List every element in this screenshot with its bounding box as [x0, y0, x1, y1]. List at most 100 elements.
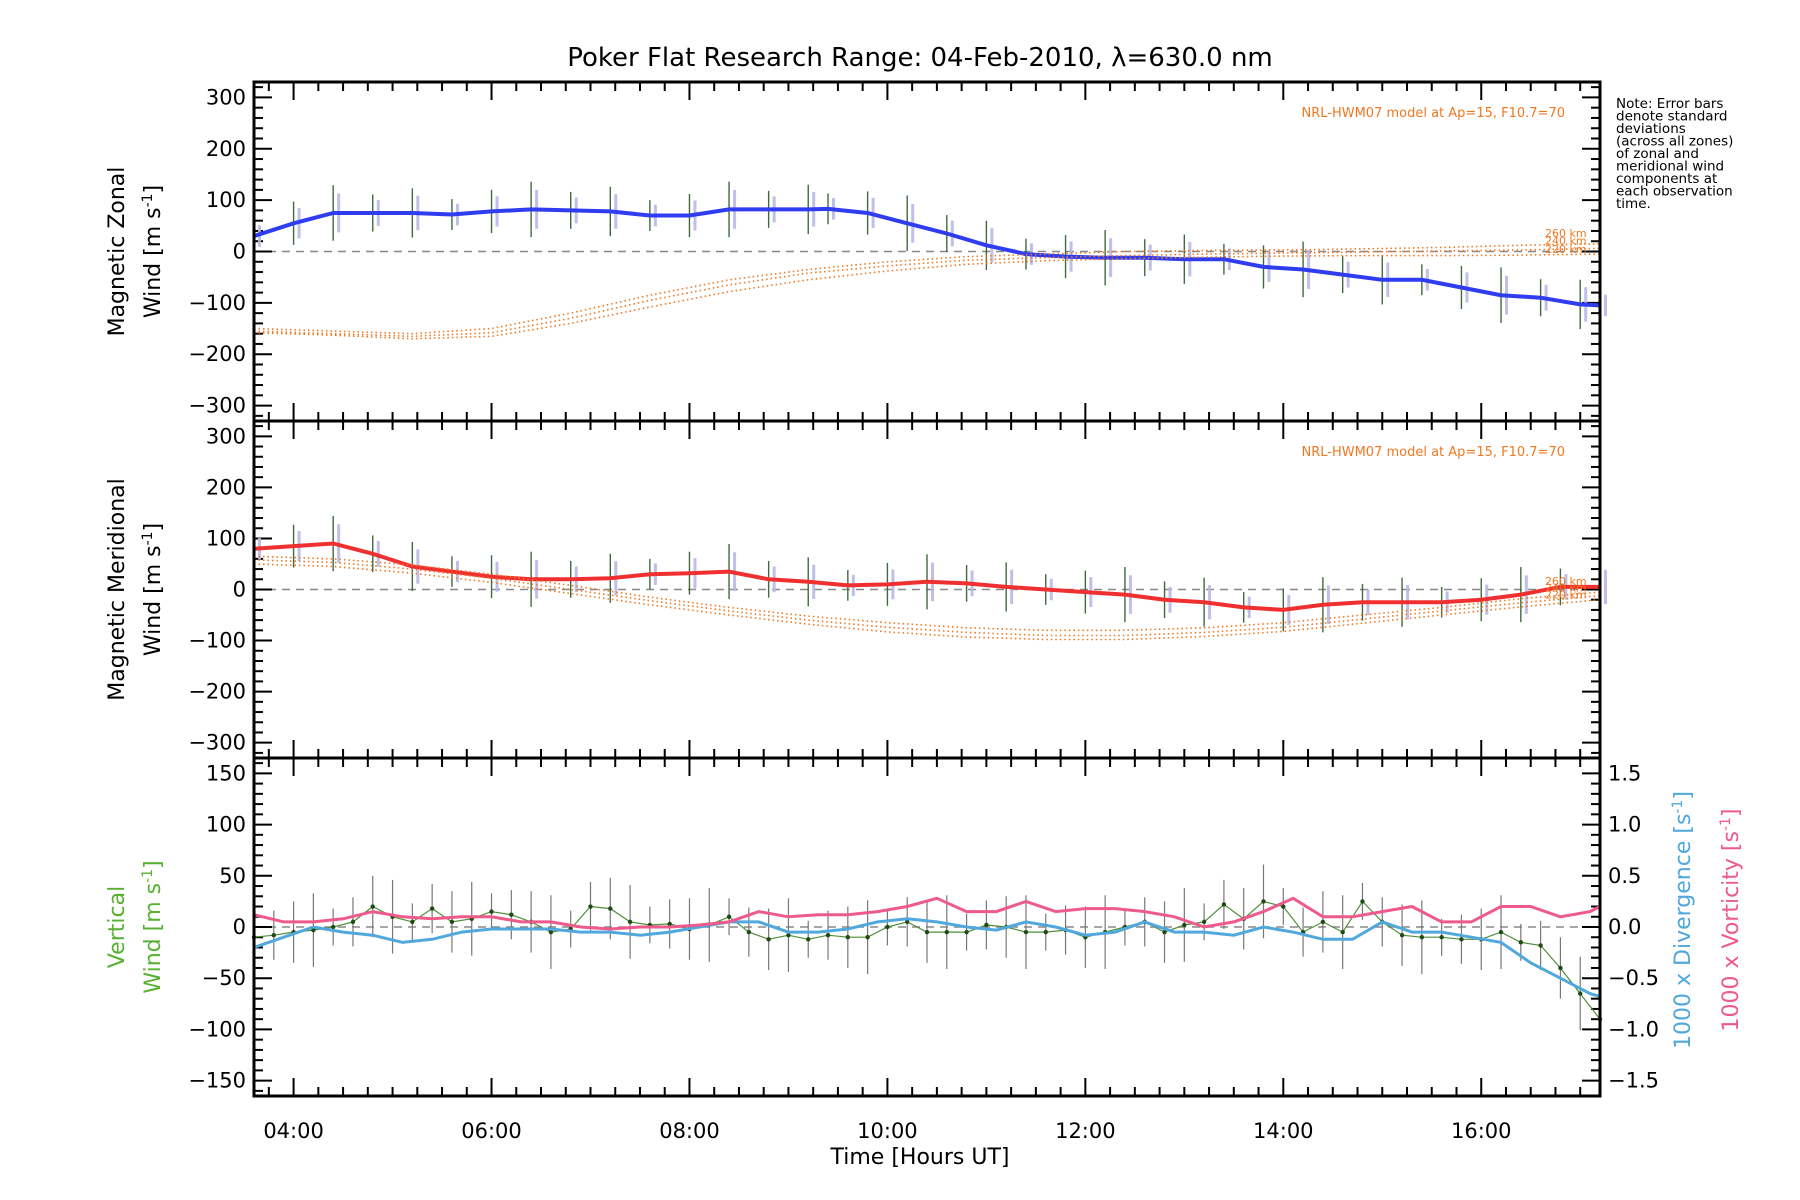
y-tick-label: 200	[206, 137, 246, 161]
model-alt-label: 260 km	[1545, 575, 1587, 588]
vertical-wind-point	[1182, 922, 1187, 928]
y-tick-label: −100	[188, 1017, 246, 1041]
y-tick-label: 100	[206, 813, 246, 837]
y-tick-label: −200	[188, 342, 246, 366]
y-tick-label: 150	[206, 761, 246, 785]
y-tick-label: 100	[206, 526, 246, 550]
y-title-sup: -1	[140, 531, 156, 545]
y-tick-label: −300	[188, 731, 246, 755]
y-tick-label: 100	[206, 188, 246, 212]
vertical-wind-point	[449, 919, 455, 925]
x-tick-labels: 04:00 06:00 08:00 10:00 12:00 14:00 16:00	[263, 1119, 1511, 1143]
note-line: denote standard	[1616, 109, 1727, 125]
vertical-wind-point	[746, 929, 752, 935]
model-line-3	[253, 563, 1601, 641]
vertical-wind-point	[350, 919, 356, 925]
y-tick-label: 0	[233, 240, 246, 264]
y2-title-divergence: 1000 x Divergence [s-1]	[1670, 791, 1696, 1049]
panel-vertical: −150 −100 −50 0 50 100 150 −1.5 −1.0 −0.5 0.0 0.5 1.…	[105, 756, 1744, 1098]
vertical-wind-point	[429, 906, 435, 911]
y-title-line2: Wind [m s-1]	[140, 860, 166, 993]
y-title-close: ]	[141, 185, 166, 194]
y-tick-label: 300	[206, 85, 246, 109]
vertical-wind-point	[1498, 929, 1504, 935]
vertical-wind-point	[1340, 929, 1345, 935]
y2-tick-label: 0.5	[1608, 864, 1641, 888]
vertical-wind-point	[845, 935, 851, 940]
model-alt-label: 220 km	[1545, 243, 1587, 256]
note-line: deviations	[1616, 121, 1686, 137]
note-line: time.	[1616, 196, 1651, 212]
x-tick-label: 06:00	[461, 1119, 522, 1143]
y2-title-vorticity: 1000 x Vorticity [s-1]	[1718, 808, 1744, 1031]
y2-tick-label: 0.0	[1608, 915, 1641, 939]
panels-container: −300 −200 −100 0 100 200 300 Magnetic Zonal Wind…	[105, 80, 1744, 1143]
vertical-wind-point	[766, 937, 771, 942]
model-line-3	[253, 253, 1601, 340]
vertical-wind-point	[1518, 940, 1524, 945]
vertical-wind-point	[825, 932, 831, 938]
model-line-2	[253, 559, 1601, 637]
vertical-wind-point	[806, 937, 811, 942]
vertical-wind-point	[370, 904, 375, 909]
vertical-wind-point	[1162, 929, 1167, 935]
y-title-line1: Magnetic Meridional	[105, 478, 130, 700]
vertical-wind-point	[1320, 919, 1326, 925]
zone-spread	[1604, 569, 1607, 605]
vertical-wind-point	[410, 919, 415, 925]
y2-tick-label: −1.5	[1608, 1069, 1659, 1093]
y-title-line1: Vertical	[105, 886, 130, 968]
panel-frame	[252, 756, 1602, 1098]
y-tick-label: −300	[188, 394, 246, 418]
x-tick-label: 14:00	[1253, 1119, 1314, 1143]
vertical-wind-point	[944, 929, 949, 935]
y2-tick-label: −1.0	[1608, 1017, 1659, 1041]
chart-title: Poker Flat Research Range: 04-Feb-2010, …	[567, 43, 1273, 73]
y-tick-label: 200	[206, 475, 246, 499]
vertical-wind-point	[627, 919, 633, 925]
vertical-wind-point	[1538, 943, 1543, 948]
y-tick-label: −100	[188, 629, 246, 653]
y2-title-vorticity-sup: -1	[1718, 817, 1734, 831]
vertical-wind-point	[1558, 965, 1563, 971]
vertical-wind-point	[786, 932, 791, 938]
y-tick-label: −200	[188, 680, 246, 704]
series-line-0	[253, 541, 1600, 612]
y-title-line2-text: Wind [m s	[141, 545, 166, 656]
vertical-wind-point	[588, 904, 593, 909]
y-title-line2: Wind [m s-1]	[140, 523, 166, 656]
vertical-wind-point	[509, 912, 514, 917]
panel-meridional: −300 −200 −100 0 100 200 300 Magnetic Meridiona…	[105, 419, 1607, 760]
model-line-1	[253, 243, 1601, 335]
model-line-1	[253, 555, 1601, 632]
series-line-0	[253, 206, 1601, 308]
model-label: NRL-HWM07 model at Ap=15, F10.7=70	[1302, 106, 1566, 121]
zone-spread	[1604, 294, 1607, 317]
y-title-line2-text: Wind [m s	[141, 883, 166, 994]
vertical-wind-point	[1023, 929, 1029, 935]
x-tick-label: 12:00	[1055, 1119, 1116, 1143]
y-tick-label: 300	[206, 424, 246, 448]
vertical-wind-point	[1578, 991, 1583, 996]
note-line: of zonal and	[1616, 146, 1699, 162]
series-line-2	[253, 896, 1601, 931]
x-tick-label: 04:00	[263, 1119, 324, 1143]
vertical-wind-point	[489, 909, 494, 914]
y2-tick-label: 1.0	[1608, 813, 1641, 837]
vertical-wind-point	[924, 929, 930, 935]
model-line-2	[253, 247, 1601, 338]
model-alt-label: 260 km	[1545, 227, 1587, 240]
x-tick-label: 10:00	[857, 1119, 918, 1143]
y-title-sup: -1	[140, 869, 156, 883]
note-line: components at	[1616, 171, 1717, 187]
vertical-wind-point	[271, 932, 276, 938]
note-line: (across all zones)	[1616, 134, 1733, 150]
vertical-wind-point	[1261, 899, 1266, 904]
y-title-line1: Magnetic Zonal	[105, 167, 130, 337]
note-line: meridional wind	[1616, 159, 1724, 175]
vertical-wind-point	[1399, 932, 1405, 938]
model-alt-label: 220 km	[1545, 589, 1587, 602]
panel-zonal: −300 −200 −100 0 100 200 300 Magnetic Zonal Wind…	[105, 80, 1607, 423]
y2-title-divergence-close: ]	[1671, 791, 1696, 800]
